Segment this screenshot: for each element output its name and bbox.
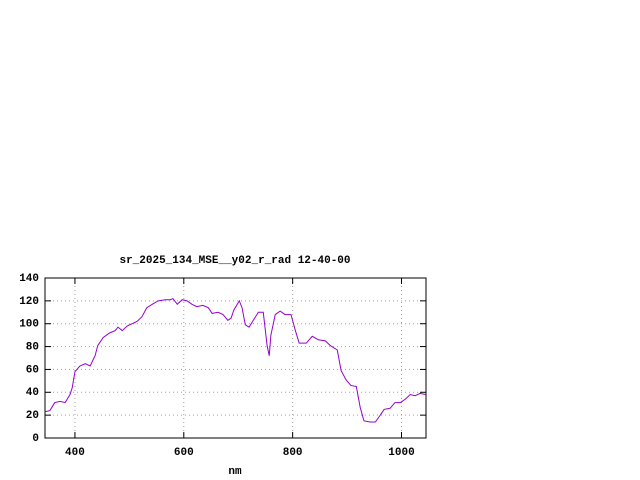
y-tick-label: 60	[26, 364, 39, 376]
y-tick-label: 80	[26, 341, 39, 353]
data-line	[44, 297, 427, 423]
y-tick-label: 100	[19, 319, 39, 331]
x-axis-label: nm	[228, 466, 242, 478]
y-tick-label: 120	[19, 296, 39, 308]
x-tick-label: 400	[65, 447, 85, 459]
x-tick-label: 600	[174, 447, 194, 459]
plot-border	[44, 277, 427, 439]
y-tick-label: 40	[26, 387, 39, 399]
y-tick-label: 0	[32, 433, 39, 445]
y-tick-label: 20	[26, 410, 39, 422]
x-tick-label: 800	[283, 447, 303, 459]
chart-title: sr_2025_134_MSE__y02_r_rad 12-40-00	[119, 255, 350, 267]
y-tick-label: 140	[19, 273, 39, 285]
x-tick-label: 1000	[388, 447, 414, 459]
